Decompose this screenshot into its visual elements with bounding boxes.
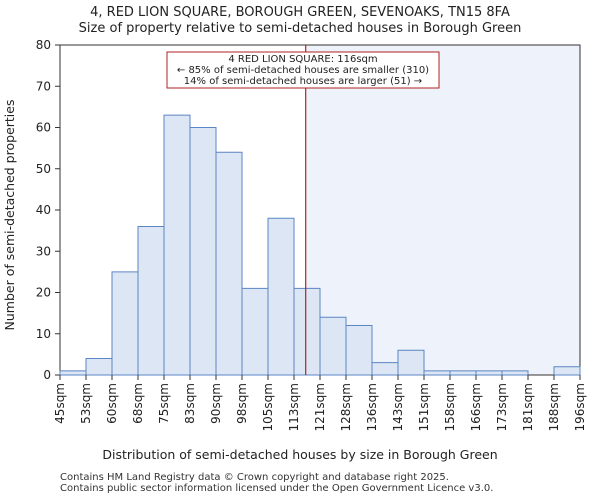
annotation-line-2: ← 85% of semi-detached houses are smalle…: [177, 65, 429, 76]
bar[interactable]: [449, 370, 477, 376]
highlight-region: [305, 45, 580, 375]
x-tick-label: 83sqm: [183, 383, 197, 424]
x-tick-label: 60sqm: [105, 383, 119, 424]
plot-area: 0 10 20 30 40 50 60 70 80 45sqm 53sqm 60sqm 68sqm 75s…: [36, 38, 587, 431]
bar[interactable]: [267, 217, 295, 376]
y-tick-label: 30: [36, 244, 51, 258]
annotation-line-1: 4 RED LION SQUARE: 116sqm: [228, 54, 377, 65]
y-tick-label: 50: [36, 162, 51, 176]
bar[interactable]: [215, 151, 243, 376]
x-tick-label: 45sqm: [53, 383, 67, 424]
x-tick-label: 121sqm: [313, 383, 327, 431]
bar[interactable]: [241, 287, 269, 376]
x-tick-label: 90sqm: [209, 383, 223, 424]
y-tick-label: 40: [36, 203, 51, 217]
bar[interactable]: [397, 349, 425, 376]
bar[interactable]: [189, 127, 217, 376]
x-tick-label: 166sqm: [469, 383, 483, 431]
bar[interactable]: [163, 114, 191, 376]
bar[interactable]: [553, 366, 581, 376]
footer-copyright: Contains HM Land Registry data © Crown c…: [60, 472, 449, 483]
footer-licence: Contains public sector information licen…: [60, 483, 494, 494]
bar[interactable]: [85, 358, 113, 376]
annotation-box: [166, 51, 440, 89]
x-tick-label: 158sqm: [443, 383, 457, 431]
annotation-line-3: 14% of semi-detached houses are larger (…: [184, 76, 422, 87]
x-tick-label: 75sqm: [157, 383, 171, 424]
chart-subtitle: Size of property relative to semi-detach…: [79, 21, 522, 36]
x-tick-label: 113sqm: [287, 383, 301, 431]
bar[interactable]: [501, 370, 529, 376]
bar[interactable]: [137, 226, 165, 376]
y-tick-label: 20: [36, 286, 51, 300]
bar[interactable]: [293, 287, 321, 376]
x-axis-label: Distribution of semi-detached houses by …: [102, 447, 497, 462]
y-tick-label: 70: [36, 79, 51, 93]
bar[interactable]: [319, 316, 347, 376]
y-tick-label: 0: [43, 368, 51, 382]
x-tick-label: 188sqm: [547, 383, 561, 431]
x-tick-label: 105sqm: [261, 383, 275, 431]
y-tick-label: 10: [36, 327, 51, 341]
bar[interactable]: [345, 325, 373, 376]
y-tick-label: 60: [36, 121, 51, 135]
x-tick-label: 143sqm: [391, 383, 405, 431]
y-tick-label: 80: [36, 38, 51, 52]
x-tick-label: 136sqm: [365, 383, 379, 431]
x-tick-label: 196sqm: [573, 383, 587, 431]
bar[interactable]: [475, 370, 503, 376]
bar[interactable]: [423, 370, 451, 376]
x-tick-label: 98sqm: [235, 383, 249, 424]
x-tick-label: 181sqm: [521, 383, 535, 431]
x-tick-label: 68sqm: [131, 383, 145, 424]
y-axis-label: Number of semi-detached properties: [2, 100, 17, 331]
chart-title: 4, RED LION SQUARE, BOROUGH GREEN, SEVEN…: [90, 5, 510, 20]
x-tick-label: 173sqm: [495, 383, 509, 431]
x-tick-label: 151sqm: [417, 383, 431, 431]
x-tick-label: 53sqm: [79, 383, 93, 424]
bar[interactable]: [371, 362, 399, 376]
x-tick-label: 128sqm: [339, 383, 353, 431]
bar[interactable]: [59, 370, 87, 376]
bar[interactable]: [111, 271, 139, 376]
